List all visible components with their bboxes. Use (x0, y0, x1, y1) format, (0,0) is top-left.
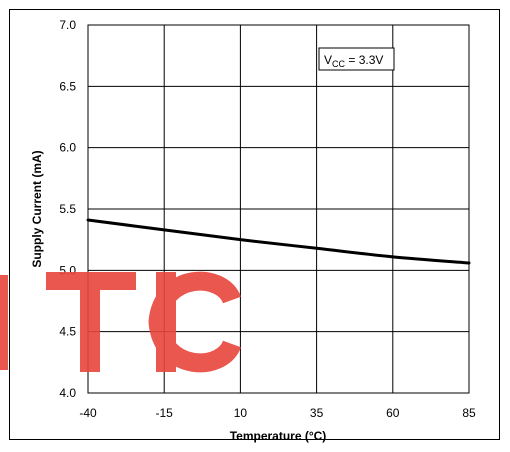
annotation-text: VCC = 3.3V (324, 53, 383, 69)
annotation-box (318, 47, 395, 71)
watermark-fragment (0, 275, 8, 370)
x-tick-label: 10 (234, 406, 248, 420)
x-tick-label: -40 (79, 406, 97, 420)
y-tick-label: 6.5 (59, 79, 76, 93)
x-axis-title: Temperature (°C) (230, 429, 327, 443)
watermark-t-stem (80, 272, 100, 372)
y-tick-label: 5.5 (59, 202, 76, 216)
x-tick-label: 60 (386, 406, 400, 420)
y-tick-label: 4.5 (59, 325, 76, 339)
series-line-0 (86, 218, 471, 265)
y-axis-title: Supply Current (mA) (30, 150, 44, 267)
x-tick-label: -15 (156, 406, 174, 420)
vcc-annotation: VCC = 3.3V (318, 47, 395, 71)
watermark-c (148, 271, 241, 373)
y-tick-label: 6.0 (59, 141, 76, 155)
grid (87, 24, 470, 394)
plot-area (87, 24, 470, 394)
series-layer (86, 218, 471, 265)
y-tick-label: 7.0 (59, 18, 76, 32)
x-tick-labels: -40 -15 10 35 60 85 (79, 406, 476, 420)
x-tick-label: 35 (310, 406, 324, 420)
y-tick-label: 4.0 (59, 386, 76, 400)
watermark-logo (0, 271, 241, 373)
y-tick-labels: 4.04.55.05.56.06.57.0 (59, 18, 76, 400)
x-tick-label: 85 (462, 406, 476, 420)
